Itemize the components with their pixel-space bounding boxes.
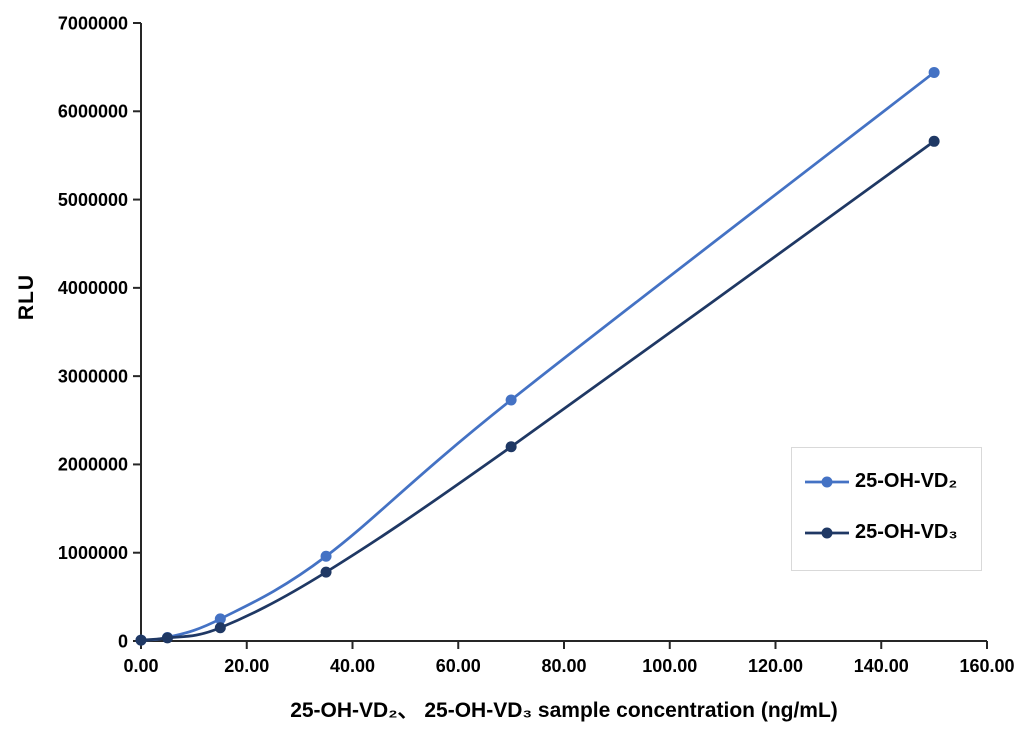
x-tick-label: 80.00 (541, 656, 586, 676)
data-point-series-1 (928, 66, 940, 78)
data-point-series-1 (505, 394, 517, 406)
legend: 25-OH-VD₂ 25-OH-VD₃ (791, 447, 982, 571)
x-tick-label: 0.00 (123, 656, 158, 676)
series-1-marker-icon (805, 476, 849, 487)
y-tick-label: 4000000 (58, 278, 128, 298)
legend-item: 25-OH-VD₃ (805, 518, 981, 547)
x-tick-label: 60.00 (436, 656, 481, 676)
y-tick-label: 3000000 (58, 366, 128, 386)
x-axis-title: 25-OH-VD₂、 25-OH-VD₃ sample concentratio… (290, 699, 838, 722)
data-point-series-2 (214, 622, 226, 634)
data-point-series-2 (928, 135, 940, 147)
data-point-series-1 (214, 613, 226, 625)
data-point-series-2 (135, 634, 147, 646)
legend-item: 25-OH-VD₂ (805, 467, 981, 496)
y-tick-label: 2000000 (58, 455, 128, 475)
x-tick-label: 160.00 (959, 656, 1014, 676)
x-tick-label: 40.00 (330, 656, 375, 676)
data-point-series-2 (161, 632, 173, 644)
y-tick-label: 0 (118, 631, 128, 651)
series-line-1 (140, 71, 935, 642)
data-point-series-2 (505, 441, 517, 453)
data-point-series-1 (320, 550, 332, 562)
x-tick-label: 120.00 (748, 656, 803, 676)
y-tick-label: 1000000 (58, 543, 128, 563)
y-tick-label: 6000000 (58, 102, 128, 122)
series-line-2 (140, 140, 935, 642)
series-2-marker-icon (805, 527, 849, 538)
x-tick-label: 140.00 (854, 656, 909, 676)
y-tick-label: 5000000 (58, 190, 128, 210)
y-axis-title: RLU (15, 273, 38, 321)
legend-label-series-1: 25-OH-VD₂ (855, 470, 958, 492)
data-point-series-2 (320, 566, 332, 578)
y-tick-label: 7000000 (58, 13, 128, 33)
legend-label-series-2: 25-OH-VD₃ (855, 521, 958, 543)
x-tick-label: 20.00 (224, 656, 269, 676)
x-tick-label: 100.00 (642, 656, 697, 676)
